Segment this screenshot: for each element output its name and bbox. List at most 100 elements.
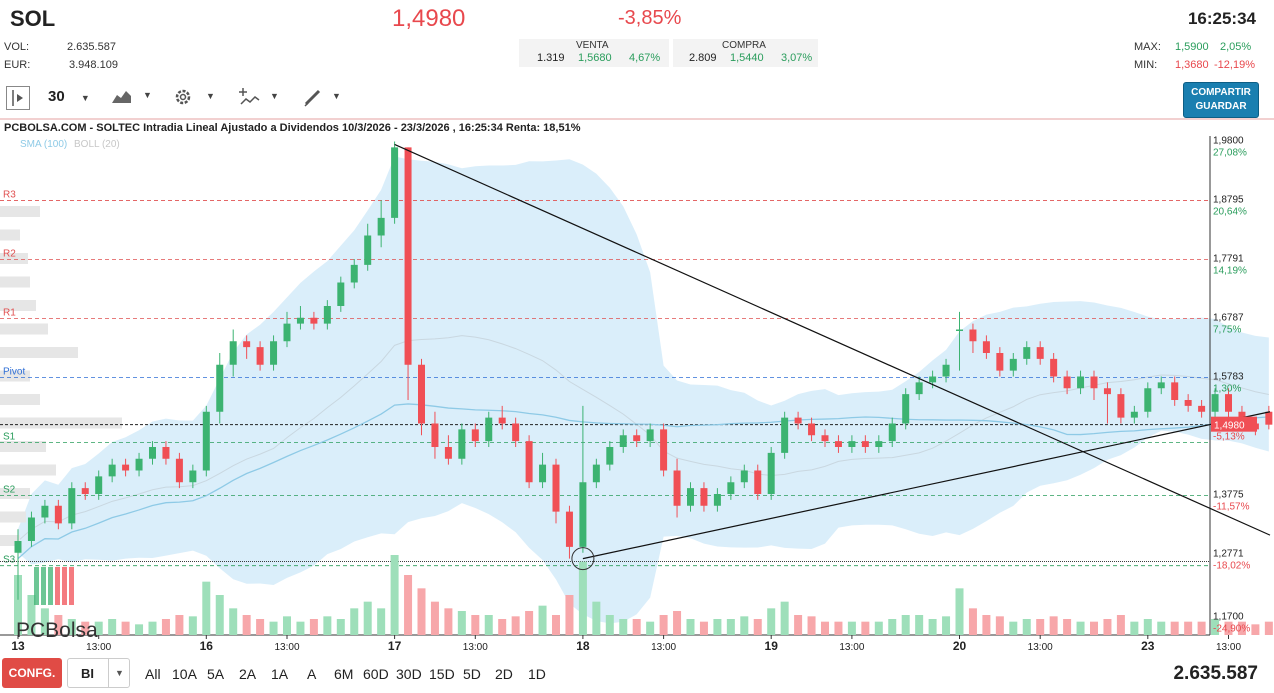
volume-bar [1211, 619, 1220, 635]
candle [1077, 370, 1085, 395]
candle-body [270, 341, 278, 365]
candle [969, 323, 977, 353]
candle-body [660, 429, 668, 471]
venta-label: VENTA [576, 40, 609, 51]
volume-bar [673, 611, 682, 635]
candle [606, 441, 614, 471]
candle-body [296, 317, 304, 324]
chart-type-select[interactable]: ▼ [111, 87, 152, 109]
candle [767, 447, 775, 500]
volume-bar [283, 616, 291, 635]
candle-body [1036, 347, 1044, 359]
price-tick-pct: 7,75% [1213, 325, 1241, 336]
candle-body [1050, 358, 1058, 377]
eur-label: EUR: [4, 59, 31, 71]
play-toggle-icon[interactable] [6, 86, 30, 110]
candle [915, 376, 923, 400]
candle [498, 405, 506, 430]
candle [929, 370, 937, 389]
volume-bar [821, 621, 829, 635]
draw-tools-select[interactable]: ▼ [302, 86, 341, 112]
candle [391, 141, 399, 224]
period-button[interactable]: 15D [429, 666, 455, 682]
period-button[interactable]: 2D [495, 666, 513, 682]
candle-body [229, 341, 237, 365]
candle [418, 358, 425, 436]
period-button[interactable]: 60D [363, 666, 389, 682]
candle [982, 335, 990, 359]
settings-select[interactable]: ▼ [172, 86, 215, 112]
current-price-label: 1,4980 [1214, 421, 1245, 432]
chevron-down-icon: ▼ [206, 91, 215, 101]
candle [270, 335, 278, 371]
period-button[interactable]: 10A [172, 666, 197, 682]
volume-bar [807, 616, 816, 635]
time-tick-label: 13:00 [463, 642, 488, 653]
mode-select[interactable]: BI ▼ [67, 658, 130, 688]
current-price-tag [1211, 416, 1257, 432]
period-button[interactable]: 1D [528, 666, 546, 682]
volume-bar [659, 615, 668, 635]
candle-body [687, 488, 694, 506]
chevron-down-icon: ▼ [332, 91, 341, 101]
volume-bar [67, 619, 76, 635]
level-label: R2 [3, 249, 16, 260]
share-save-button[interactable]: COMPARTIR GUARDAR [1183, 82, 1259, 118]
candle [579, 405, 587, 553]
level-label: R3 [3, 190, 16, 201]
candle-body [929, 376, 937, 383]
profile-bar [0, 300, 36, 311]
candle-body [1211, 394, 1219, 412]
gear-icon [175, 89, 191, 105]
period-button[interactable]: 6M [334, 666, 354, 682]
pcbolsa-logo: PCBolsa [16, 567, 98, 642]
period-button[interactable]: 1A [271, 666, 289, 682]
candle [619, 429, 627, 453]
volume-bar [229, 608, 238, 635]
volume-bar [794, 615, 803, 635]
bollinger-area [18, 156, 1269, 624]
time-tick-label: 20 [953, 639, 967, 653]
volume-bar [444, 608, 453, 635]
candle [1144, 382, 1152, 418]
profile-bar [0, 370, 30, 382]
candle [888, 417, 896, 447]
interval-select[interactable]: 30 ▼ [48, 88, 90, 105]
period-button[interactable]: 5A [207, 666, 225, 682]
volume-bar [726, 619, 735, 635]
period-button[interactable]: All [145, 666, 161, 682]
candle [1211, 388, 1219, 418]
support-pct-label: -5,13% [1213, 432, 1245, 443]
candle [189, 464, 197, 489]
candle [1157, 376, 1165, 395]
period-button[interactable]: 2A [239, 666, 257, 682]
period-button[interactable]: 30D [396, 666, 422, 682]
volume-bar [430, 601, 439, 635]
candle-body [512, 423, 520, 442]
candle [875, 435, 883, 453]
candle [660, 423, 668, 477]
candle [1090, 370, 1098, 400]
candle-body [579, 482, 587, 547]
chart-frame [0, 118, 1274, 636]
volume-bar [390, 555, 399, 635]
indicators-select[interactable]: ▼ [238, 86, 279, 112]
eur-value: 3.948.109 [69, 59, 118, 71]
profile-bar [0, 229, 20, 241]
candle-body [1130, 411, 1138, 418]
candle-body [444, 447, 452, 459]
period-button[interactable]: 5D [463, 666, 481, 682]
candle-body [122, 464, 130, 471]
volume-bar [1237, 621, 1246, 635]
candle [1063, 370, 1071, 395]
bollinger-mid [17, 335, 1269, 542]
candle [81, 482, 89, 500]
config-button[interactable]: CONFG. [2, 658, 62, 688]
candle-body [256, 347, 264, 365]
period-button[interactable]: A [307, 666, 317, 682]
candle-body [202, 411, 210, 471]
candle-body [41, 505, 49, 518]
volume-bar [632, 619, 641, 635]
candle [364, 223, 372, 271]
